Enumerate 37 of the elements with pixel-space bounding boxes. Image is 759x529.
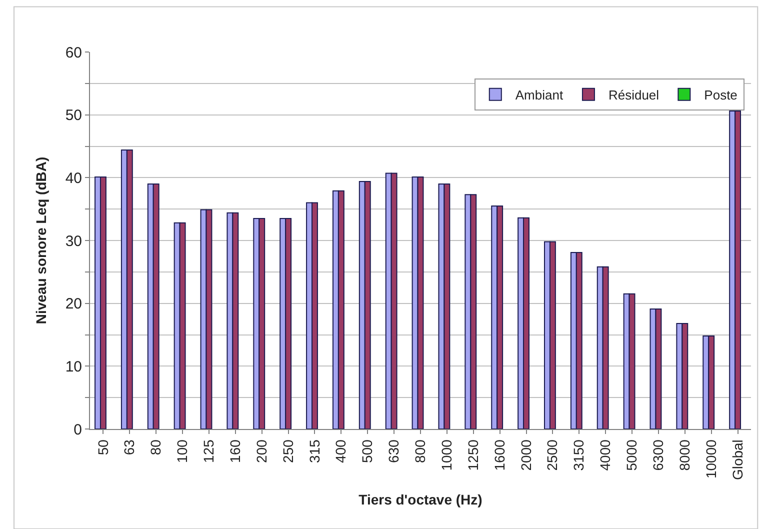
x-tick-label: Global [729, 440, 746, 480]
x-tick-label: 500 [359, 439, 376, 463]
y-axis-title: Niveau sonore Leq (dBA) [32, 156, 49, 324]
x-tick-label: 1000 [438, 439, 454, 471]
legend-label: Résiduel [608, 87, 660, 102]
x-tick-label: 100 [174, 439, 190, 463]
x-tick-label: 10000 [702, 439, 719, 479]
x-tick-label: 1600 [491, 439, 508, 471]
y-tick-label: 30 [65, 232, 82, 250]
legend-label: Ambiant [515, 87, 564, 102]
x-tick-label: 50 [94, 439, 111, 456]
y-tick-label: 10 [65, 358, 82, 376]
y-tick-label: 0 [74, 421, 82, 438]
x-tick-label: 160 [226, 439, 243, 463]
x-tick-label: 5000 [624, 439, 640, 471]
x-tick-label: 8000 [676, 439, 692, 471]
x-tick-label: 80 [148, 439, 164, 456]
x-tick-label: 6300 [650, 439, 666, 471]
x-tick-label: 3150 [570, 439, 587, 471]
y-tick-label: 50 [65, 107, 82, 124]
x-tick-label: 63 [121, 439, 138, 456]
x-tick-label: 2000 [518, 439, 534, 471]
x-tick-label: 800 [412, 439, 428, 463]
x-tick-label: 400 [332, 439, 349, 463]
x-tick-label: 630 [386, 439, 402, 463]
y-tick-label: 40 [65, 170, 82, 187]
x-axis-title: Tiers d'octave (Hz) [358, 491, 482, 508]
x-tick-label: 125 [200, 439, 217, 463]
legend-label: Poste [704, 87, 738, 102]
x-tick-label: 315 [306, 439, 322, 463]
x-tick-label: 2500 [544, 439, 560, 471]
x-tick-label: 250 [280, 439, 296, 463]
x-tick-label: 200 [253, 439, 270, 463]
x-tick-label: 4000 [597, 439, 614, 471]
y-tick-label: 20 [65, 296, 82, 313]
x-tick-label: 1250 [464, 439, 481, 471]
y-tick-label: 60 [65, 44, 82, 62]
